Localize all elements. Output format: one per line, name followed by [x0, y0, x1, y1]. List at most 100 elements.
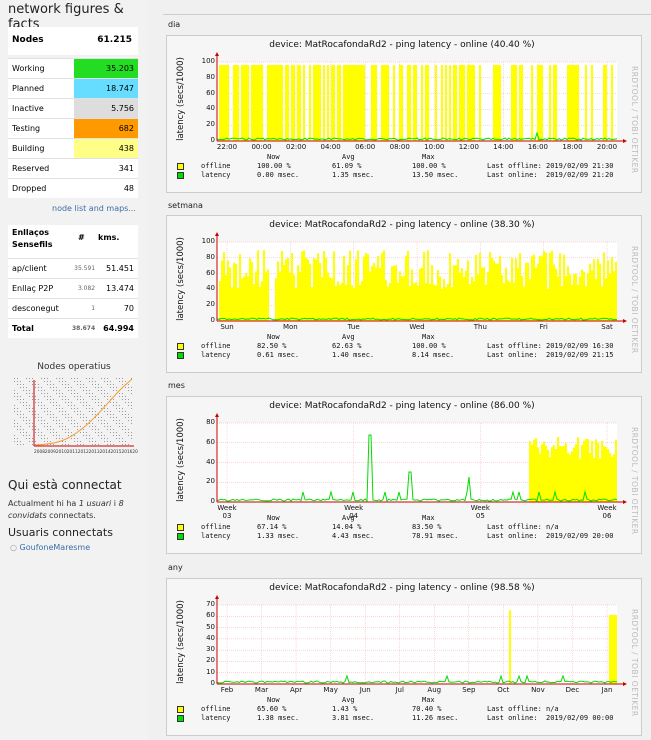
y-tick-label: 30	[206, 645, 215, 654]
x-tick-label: Jul	[395, 686, 404, 694]
nodes-operatius-chart: Nodes operatius 200820092010201120122013…	[8, 360, 138, 455]
link-row: ap/client 35.591 51.451	[8, 258, 138, 279]
nodes-header: Nodes 61.215	[8, 27, 138, 55]
x-tick-label: 18:00	[562, 143, 583, 151]
node-row-planned: Planned 18.747	[8, 78, 138, 99]
node-row-label: Building	[8, 138, 74, 159]
legend-row-offline: offline 82.50 % 62.63 % 100.00 % Last offlin…	[177, 342, 637, 350]
who-title: Qui està connectat	[8, 478, 122, 492]
x-tick-label: Sat	[601, 323, 613, 331]
x-tick-label: Feb	[220, 686, 234, 694]
x-tick-label: Jan	[601, 686, 613, 694]
link-row-count: 3.082	[67, 278, 100, 299]
x-tick-label: 14:00	[493, 143, 514, 151]
x-tick-label: Sun	[220, 323, 234, 331]
x-tick-label: Jun	[359, 686, 371, 694]
node-row-value: 48	[74, 178, 138, 198]
x-tick-label: 00:00	[251, 143, 272, 151]
legend-swatch	[177, 705, 184, 713]
links-header: Enllaços Sensefils # kms.	[8, 225, 138, 259]
x-tick-label: Sep	[462, 686, 476, 694]
x-tick-label: May	[323, 686, 338, 694]
x-tick-label: Mar	[254, 686, 269, 694]
x-tick-label: 02:00	[285, 143, 307, 151]
y-axis-label: latency (secs/1000)	[176, 418, 186, 502]
y-axis-label: latency (secs/1000)	[176, 600, 186, 684]
x-tick-label: Nov	[531, 686, 545, 694]
x-tick-label: Week 03	[217, 504, 237, 520]
legend-swatch	[177, 162, 184, 170]
link-row: desconegut 1 70	[8, 298, 138, 319]
y-tick-label: 80	[206, 72, 215, 81]
section-label-mes: mes	[168, 381, 185, 390]
y-tick-label: 20	[206, 656, 215, 665]
y-tick-label: 0	[210, 497, 215, 505]
graph-title: device: MatRocafondaRd2 - ping latency -…	[269, 40, 535, 50]
link-row-count: 38.674	[67, 318, 100, 338]
graph-title: device: MatRocafondaRd2 - ping latency -…	[269, 401, 535, 411]
link-row-label: desconegut	[8, 298, 68, 319]
node-list-link[interactable]: node list and maps...	[52, 204, 136, 213]
y-tick-label: 40	[206, 457, 215, 466]
latency-graph-any: device: MatRocafondaRd2 - ping latency -…	[166, 578, 642, 736]
section-label-any: any	[168, 563, 183, 572]
links-header-count: #	[78, 233, 85, 242]
legend-row-latency: latency 1.38 msec. 3.81 msec. 11.26 msec. La…	[177, 714, 637, 722]
x-tick-label: 08:00	[389, 143, 410, 151]
y-tick-label: 0	[210, 136, 215, 144]
y-tick-label: 60	[206, 437, 215, 446]
y-tick-label: 20	[206, 120, 215, 129]
node-row-inactive: Inactive 5.756	[8, 98, 138, 119]
node-row-label: Working	[8, 58, 74, 79]
latency-graph-dia: device: MatRocafondaRd2 - ping latency -…	[166, 35, 642, 193]
nodes-table: Working 35.203 Planned 18.747 Inactive 5.756 T…	[8, 58, 138, 198]
link-row: Enllaç P2P 3.082 13.474	[8, 278, 138, 299]
x-tick-label: Mon	[282, 323, 298, 331]
y-axis-label: latency (secs/1000)	[176, 57, 186, 141]
user-link[interactable]: ○ GoufoneMaresme	[10, 543, 91, 552]
link-row-label: ap/client	[8, 258, 68, 279]
y-tick-label: 60	[206, 611, 215, 620]
x-tick-label: Aug	[427, 686, 442, 694]
nodes-header-total: 61.215	[97, 35, 132, 45]
x-tick-label: Fri	[539, 323, 548, 331]
rrdtool-credit: RRDTOOL / TOBI OETIKER	[630, 609, 639, 717]
node-row-value: 438	[74, 138, 138, 159]
legend-swatch	[177, 523, 184, 531]
x-tick-label: 22:00	[216, 143, 238, 151]
y-tick-label: 20	[206, 300, 215, 309]
node-row-working: Working 35.203	[8, 58, 138, 79]
node-row-label: Dropped	[8, 178, 74, 198]
x-tick-label: 10:00	[424, 143, 445, 151]
graph-title: device: MatRocafondaRd2 - ping latency -…	[269, 583, 535, 593]
node-row-value: 18.747	[74, 78, 138, 99]
node-row-label: Inactive	[8, 98, 74, 119]
legend-swatch	[177, 342, 184, 350]
users-title: Usuaris connectats	[8, 526, 113, 539]
x-tick-label: Thu	[473, 323, 487, 331]
x-tick-label: 20:00	[596, 143, 618, 151]
x-tick-label: 04:00	[320, 143, 341, 151]
legend-swatch	[177, 351, 184, 359]
legend-swatch	[177, 171, 184, 179]
section-label-setmana: setmana	[168, 201, 203, 210]
link-row-label: Total	[8, 318, 68, 338]
x-tick-label: Week 06	[597, 504, 617, 520]
node-row-reserved: Reserved 341	[8, 158, 138, 179]
rrdtool-credit: RRDTOOL / TOBI OETIKER	[630, 66, 639, 174]
x-tick-label: 16:00	[527, 143, 548, 151]
legend-swatch	[177, 532, 184, 540]
y-tick-label: 70	[206, 600, 215, 608]
y-tick-label: 0	[210, 316, 215, 324]
legend-row-offline: offline 67.14 % 14.04 % 83.50 % Last offline…	[177, 523, 637, 531]
legend-row-latency: latency 0.00 msec. 1.35 msec. 13.50 msec. La…	[177, 171, 637, 179]
y-tick-label: 50	[206, 622, 215, 631]
section-label-dia: dia	[168, 20, 181, 29]
latency-graph-mes: device: MatRocafondaRd2 - ping latency -…	[166, 396, 642, 554]
node-row-label: Testing	[8, 118, 74, 139]
x-tick-label: Dec	[565, 686, 580, 694]
latency-graph-setmana: device: MatRocafondaRd2 - ping latency -…	[166, 215, 642, 373]
legend-row-offline: offline 100.00 % 61.09 % 100.00 % Last offli…	[177, 162, 637, 170]
link-row-count: 1	[67, 298, 100, 319]
x-tick-label: Tue	[347, 323, 360, 331]
